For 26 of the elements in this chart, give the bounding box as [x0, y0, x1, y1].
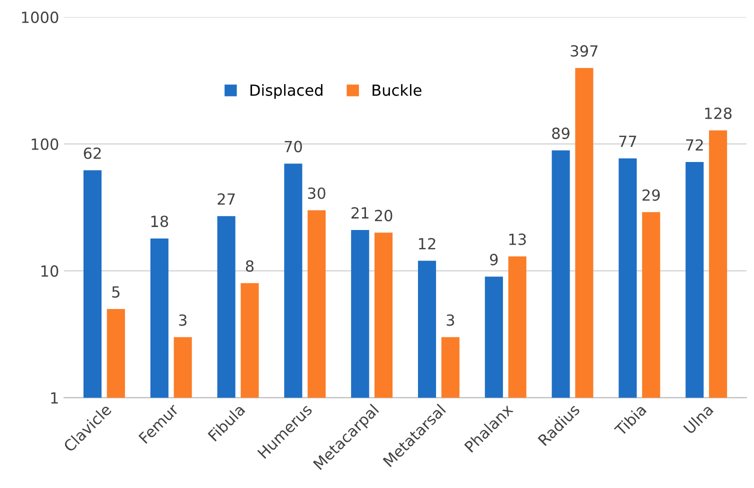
data-label: 5: [112, 286, 120, 298]
data-label: 70: [284, 140, 302, 152]
data-label: 30: [308, 187, 326, 200]
data-label: 72: [686, 139, 703, 151]
data-label: 13: [509, 234, 526, 246]
data-label: 128: [705, 108, 732, 120]
data-label: 397: [570, 45, 598, 57]
data-label: 27: [218, 193, 235, 205]
data-label: 12: [418, 238, 436, 250]
data-label: 62: [84, 147, 101, 160]
y-tick-label: 100: [32, 138, 58, 150]
data-label: 8: [246, 260, 254, 272]
data-label: 20: [374, 210, 392, 222]
legend-label: Buckle: [372, 84, 422, 96]
data-label: 89: [552, 128, 570, 140]
data-label: 9: [490, 254, 498, 266]
data-label: 29: [642, 189, 660, 201]
y-tick-label: 1000: [22, 12, 58, 24]
y-tick-label: 10: [41, 265, 58, 277]
data-label: 18: [151, 216, 168, 228]
data-label: 3: [446, 314, 454, 326]
y-tick-label: 1: [51, 392, 58, 404]
data-label: 3: [179, 314, 186, 326]
data-label: 77: [619, 136, 636, 147]
legend-label: Displaced: [250, 84, 322, 99]
data-label: 21: [352, 207, 368, 218]
